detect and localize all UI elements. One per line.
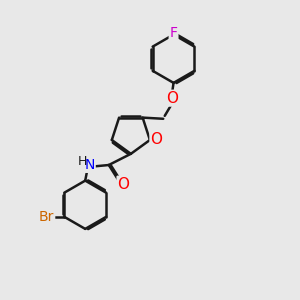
Text: Br: Br	[39, 210, 54, 224]
Text: N: N	[85, 158, 95, 172]
Text: O: O	[166, 91, 178, 106]
Text: O: O	[150, 133, 162, 148]
Text: H: H	[78, 155, 87, 168]
Text: F: F	[169, 26, 178, 40]
Text: O: O	[118, 177, 130, 192]
